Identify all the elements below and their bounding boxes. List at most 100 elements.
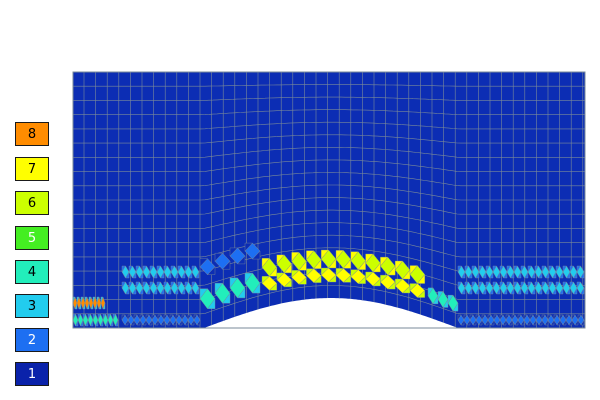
refined-element-left-bottom — [124, 319, 129, 326]
refined-element-inlet — [84, 296, 88, 304]
mesh-grid-line — [73, 172, 585, 187]
refined-element-right-lower — [566, 287, 571, 295]
refined-element-left-bottom — [193, 314, 198, 321]
refined-element-right-lower — [548, 281, 553, 289]
refined-element-left-bottom — [181, 314, 186, 321]
refined-element-right-bottom — [490, 319, 495, 326]
refined-element-right-bottom — [562, 319, 567, 326]
refined-element-left-upper — [184, 265, 189, 273]
mesh-grid-line — [73, 184, 585, 201]
refined-element-left-upper — [163, 265, 168, 273]
refined-element-crest — [380, 256, 389, 267]
refined-element-inlet-bottom — [97, 313, 101, 321]
refined-element-inlet — [82, 302, 86, 310]
refined-element-right-bottom — [571, 314, 576, 321]
refined-element-right-lower — [475, 287, 480, 295]
refined-element-right-upper — [566, 271, 571, 279]
refined-element-right-bottom — [493, 314, 498, 321]
refined-element-left-upper — [125, 271, 130, 279]
refined-element-bump-left — [207, 266, 216, 275]
refined-element-right-bottom — [568, 319, 573, 326]
legend-swatch-3: 3 — [15, 294, 49, 318]
refined-element-inlet-bottom — [110, 319, 114, 327]
refined-element-right-lower — [513, 281, 518, 289]
refined-element-left-lower — [177, 281, 182, 289]
refined-element-right-upper — [468, 271, 473, 279]
refined-element-crest-lower — [395, 278, 404, 287]
refined-element-left-bottom — [163, 314, 168, 321]
refined-element-right-bottom — [502, 319, 507, 326]
mesh-grid-line — [73, 134, 585, 144]
refined-element-left-lower — [153, 287, 158, 295]
refined-element-right-lower — [461, 287, 466, 295]
refined-element-crest-lower — [268, 282, 277, 291]
refined-element-left-upper — [121, 265, 126, 273]
refined-element-right-bottom — [580, 319, 585, 326]
refined-element-crest-lower — [350, 269, 359, 278]
refined-element-right-upper — [489, 271, 494, 279]
refined-element-right-lower — [573, 287, 578, 295]
refined-element-left-bottom — [166, 319, 171, 326]
refined-element-left-bottom — [133, 314, 138, 321]
mesh-grid-line — [73, 84, 585, 87]
refined-element-right-bottom — [517, 314, 522, 321]
refined-element-right-lower — [559, 287, 564, 295]
refined-element-left-upper — [132, 271, 137, 279]
refined-element-crest-lower — [306, 268, 315, 277]
refined-element-left-lower — [170, 281, 175, 289]
refined-element-crest-lower — [261, 276, 270, 284]
refined-element-inlet-bottom — [102, 313, 106, 321]
refined-element-bump-left — [252, 250, 261, 260]
refined-element-right-lower — [482, 287, 487, 295]
refined-element-left-lower — [146, 287, 151, 295]
refined-element-crest — [342, 258, 351, 269]
refined-element-crest-lower — [335, 268, 344, 276]
refined-element-left-bottom — [184, 319, 189, 326]
refined-element-right-upper — [513, 265, 518, 273]
refined-element-right-upper — [576, 265, 581, 273]
refined-element-left-upper — [128, 265, 133, 273]
refined-element-bump-left — [214, 252, 223, 262]
refined-element-left-bottom — [196, 319, 201, 326]
refined-element-right-bottom — [478, 319, 483, 326]
refined-element-bump-left — [237, 255, 246, 265]
mesh-grid-line — [73, 222, 585, 243]
refined-element-right-bottom — [469, 314, 474, 321]
refined-element-crest — [261, 258, 270, 268]
refined-element-left-lower — [174, 287, 179, 295]
refined-element-left-upper — [170, 265, 175, 273]
refined-element-left-upper — [153, 271, 158, 279]
refined-element-right-lower — [569, 281, 574, 289]
refined-element-right-upper — [482, 271, 487, 279]
refined-element-right-lower — [562, 281, 567, 289]
legend-swatch-8: 8 — [15, 122, 49, 146]
refined-element-right-bottom — [508, 319, 513, 326]
refined-element-left-bottom — [175, 314, 180, 321]
refined-element-crest-lower — [357, 276, 366, 284]
refined-element-right-bottom — [481, 314, 486, 321]
refined-element-left-upper — [156, 265, 161, 273]
refined-element-left-lower — [184, 281, 189, 289]
refined-element-crest-lower — [409, 283, 418, 292]
refined-element-inlet-bottom — [92, 313, 96, 321]
refined-element-inlet-bottom — [75, 319, 79, 327]
refined-element-right-bottom — [553, 314, 558, 321]
refined-element-right-lower — [527, 281, 532, 289]
refined-element-right-lower — [503, 287, 508, 295]
refined-element-inlet-bottom — [82, 313, 86, 321]
refined-element-crest — [409, 265, 418, 276]
refined-element-left-bottom — [127, 314, 132, 321]
refined-element-right-bottom — [538, 319, 543, 326]
refined-element-inlet — [90, 302, 94, 310]
refined-element-left-upper — [181, 271, 186, 279]
refined-element-right-bottom — [574, 319, 579, 326]
refined-element-right-upper — [517, 271, 522, 279]
refined-element-left-lower — [160, 287, 165, 295]
refined-element-right-bottom — [487, 314, 492, 321]
refined-element-crest-lower — [365, 271, 374, 280]
refined-element-left-upper — [195, 271, 200, 279]
refined-element-bump-right — [427, 287, 434, 297]
refined-element-bump-left-low — [252, 282, 261, 294]
refined-element-right-lower — [485, 281, 490, 289]
